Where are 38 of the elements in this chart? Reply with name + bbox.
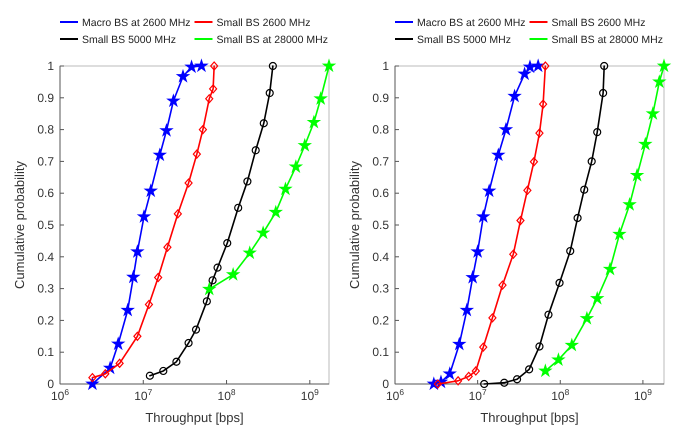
y-tick-label: 0.4 xyxy=(37,250,54,264)
y-tick-label: 0.7 xyxy=(372,154,390,168)
y-tick-label: 0.8 xyxy=(372,122,390,137)
y-tick-label: 0.5 xyxy=(37,218,54,232)
y-tick-label: 0.6 xyxy=(372,186,390,200)
x-tick-label: 10$^{8}$ xyxy=(218,387,236,403)
y-tick-label: 0.8 xyxy=(37,122,54,137)
y-tick-label: 0.9 xyxy=(372,90,390,105)
legend-label: Macro BS at 2600 MHz xyxy=(82,17,191,29)
y-tick-label: 0.4 xyxy=(372,250,390,264)
legend-label: Small BS 2600 MHz xyxy=(552,17,646,29)
y-tick-label: 0.3 xyxy=(372,282,390,296)
y-tick-label: 0.1 xyxy=(37,345,54,360)
x-tick-label: 10$^{7}$ xyxy=(134,387,153,403)
x-axis-title: Throughput [bps] xyxy=(480,410,579,425)
y-tick-label: 1 xyxy=(382,59,390,73)
y-tick-label: 0.9 xyxy=(37,90,54,105)
x-tick-label: 10$^{7}$ xyxy=(468,387,487,403)
x-tick-label: 10$^{9}$ xyxy=(634,387,652,403)
y-tick-label: 1 xyxy=(47,59,54,73)
y-tick-label: 0.6 xyxy=(37,186,54,200)
y-tick-label: 0.3 xyxy=(37,282,54,296)
y-axis-title: Cumulative probability xyxy=(12,160,27,289)
y-axis-title: Cumulative probability xyxy=(347,160,362,289)
y-tick-label: 0.1 xyxy=(372,345,390,360)
x-tick-label: 10$^{9}$ xyxy=(300,387,320,403)
y-tick-label: 0.7 xyxy=(37,154,54,168)
x-tick-label: 10$^{8}$ xyxy=(551,387,570,403)
legend-label: Small BS at 28000 MHz xyxy=(552,34,663,46)
legend-label: Small BS 5000 MHz xyxy=(417,34,511,46)
x-axis-title: Throughput [bps] xyxy=(145,410,244,425)
legend-label: Small BS 5000 MHz xyxy=(82,34,176,46)
legend-label: Macro BS at 2600 MHz xyxy=(417,17,526,29)
y-tick-label: 0.2 xyxy=(372,313,390,328)
y-tick-label: 0.5 xyxy=(372,218,390,232)
legend-label: Small BS 2600 MHz xyxy=(216,17,310,29)
y-tick-label: 0.2 xyxy=(37,313,54,328)
legend-label: Small BS at 28000 MHz xyxy=(216,34,328,46)
